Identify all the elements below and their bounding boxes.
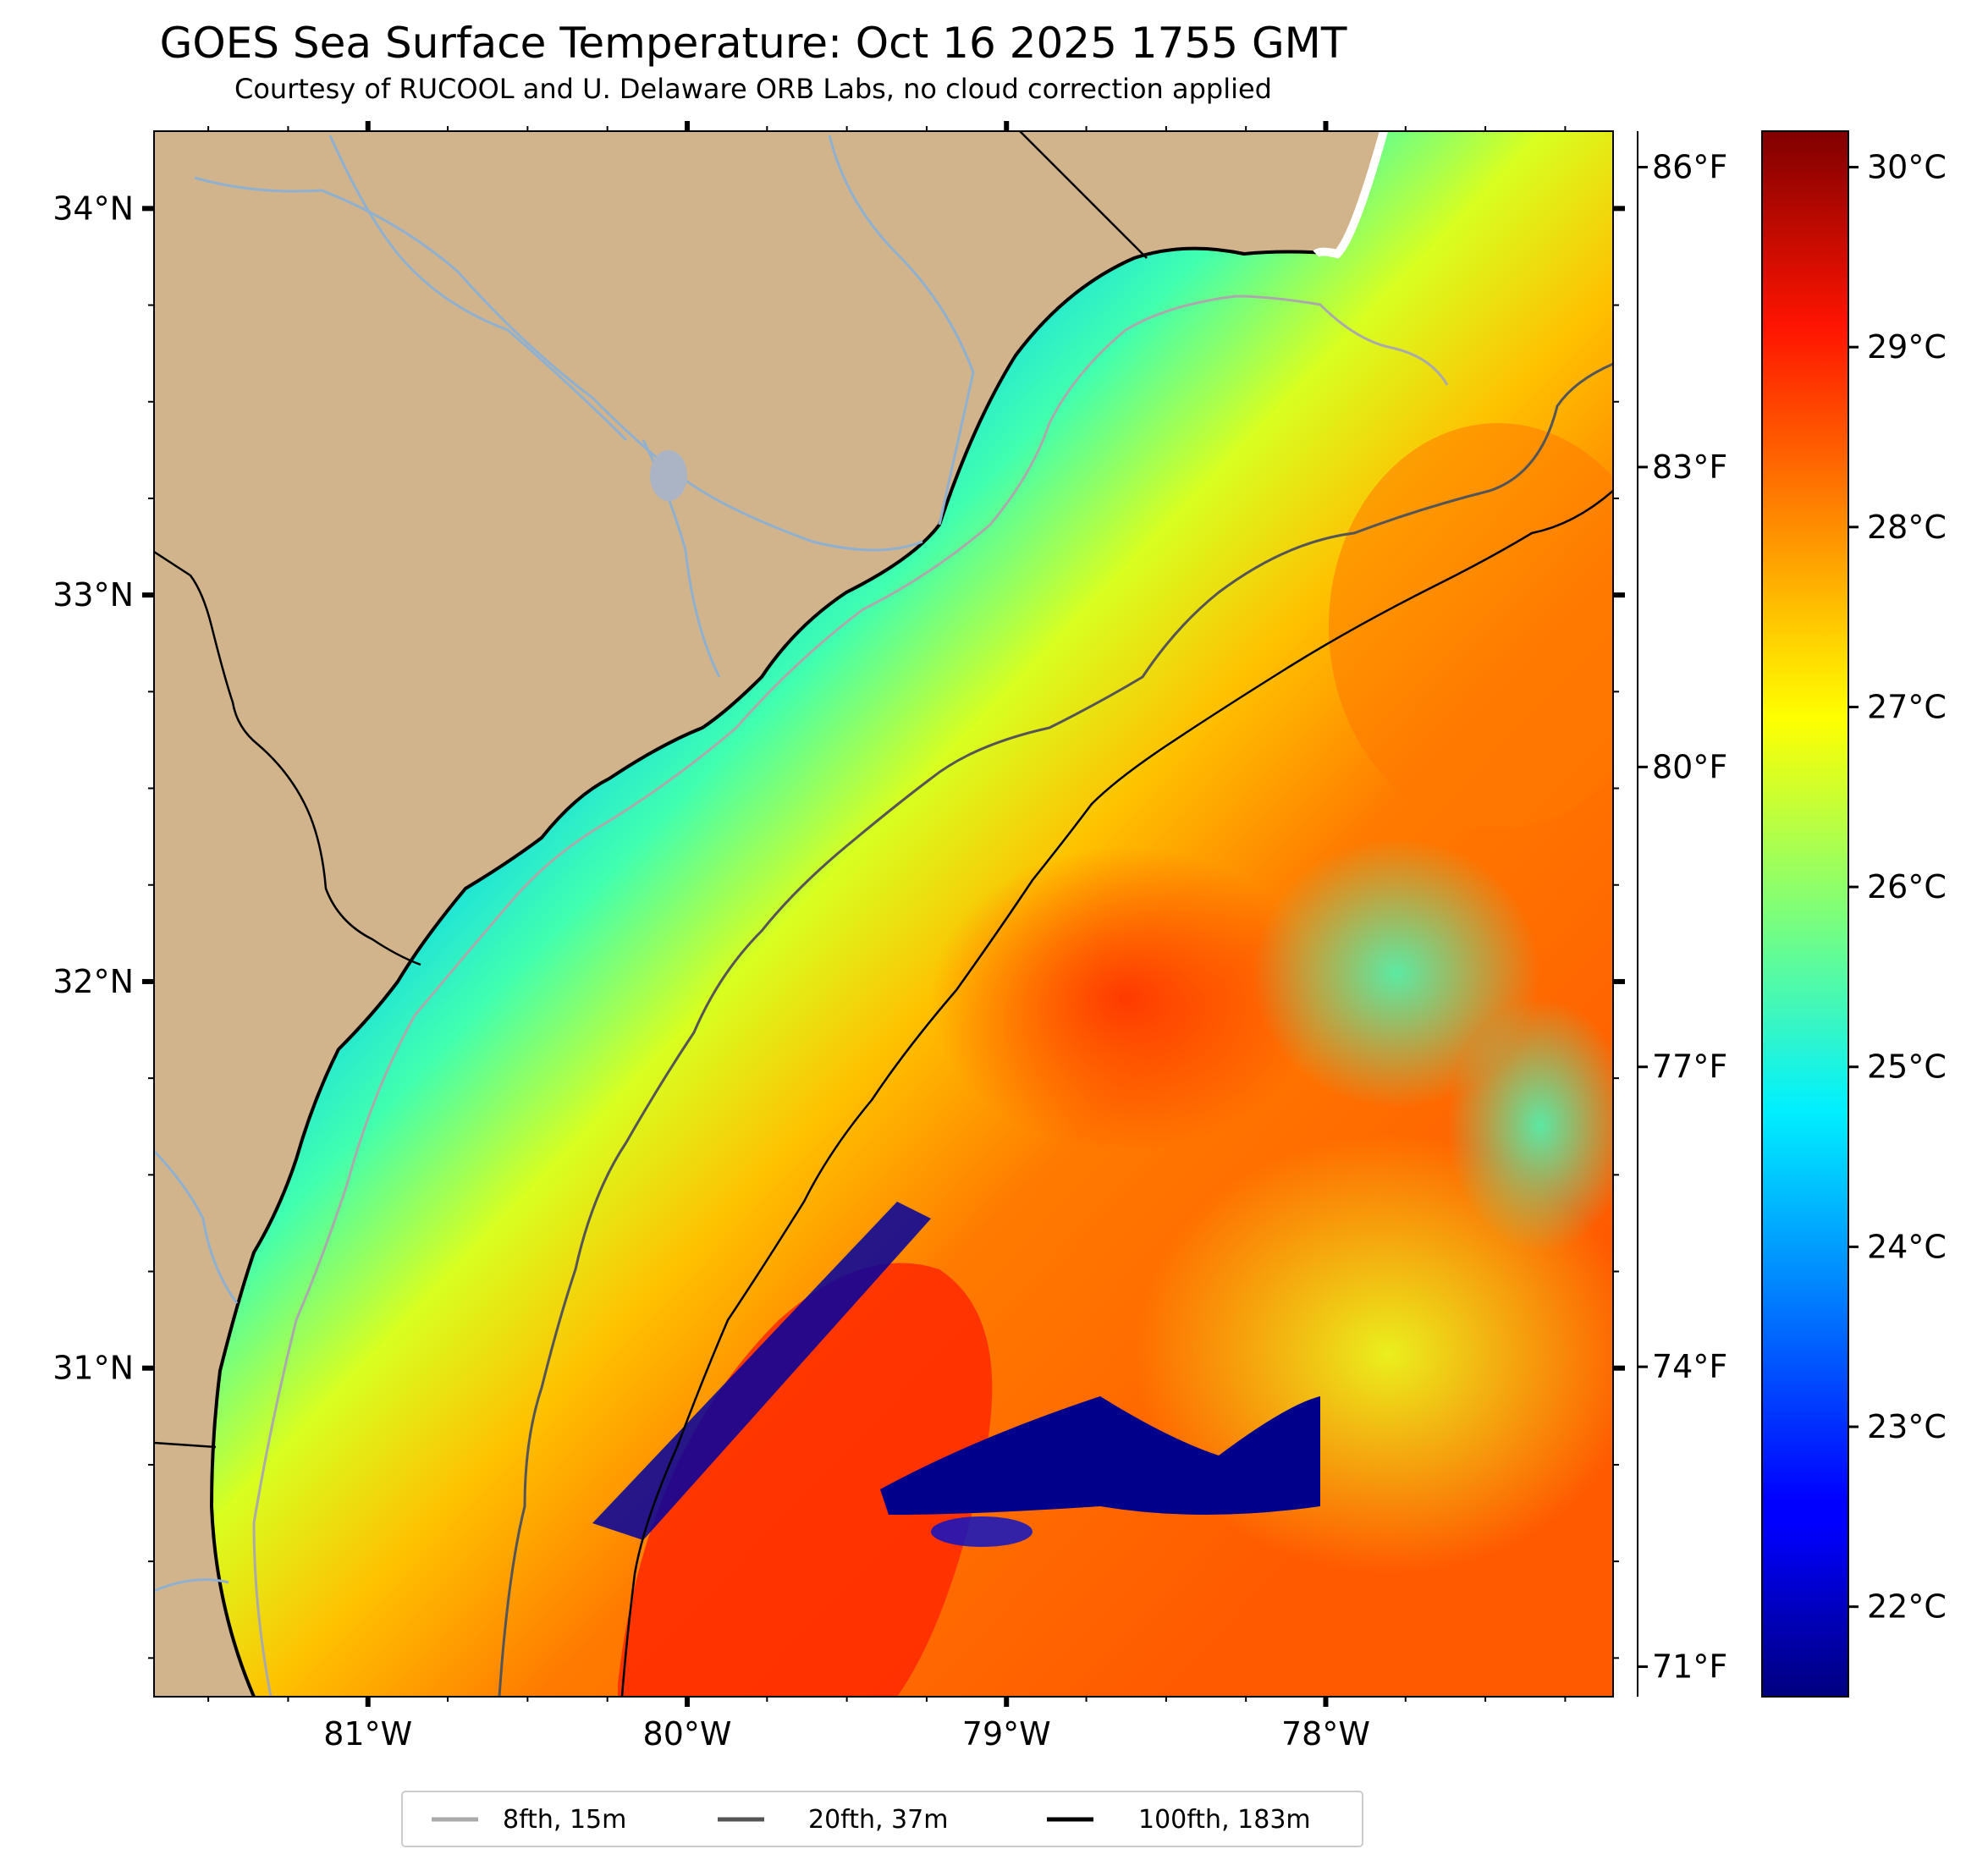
lon-tick-label: 79°W (962, 1715, 1051, 1753)
cold-streak-east (880, 1396, 1320, 1515)
celsius-tick-label: 30°C (1867, 149, 1947, 186)
legend-label-20fth: 20fth, 37m (808, 1805, 948, 1835)
celsius-tick-label: 23°C (1867, 1408, 1947, 1445)
nodata-coastal-strip (1313, 131, 1388, 259)
celsius-tick-label: 26°C (1867, 868, 1947, 905)
cold-streak-west (592, 1202, 931, 1540)
legend: 8fth, 15m 20fth, 37m 100fth, 183m (401, 1791, 1363, 1847)
map-ticks (142, 121, 1625, 1707)
lon-tick-label: 80°W (643, 1715, 732, 1753)
celsius-tick-label: 27°C (1867, 688, 1947, 725)
legend-box (401, 1791, 1363, 1847)
lake (650, 450, 687, 501)
cold-blob (931, 1516, 1033, 1547)
legend-label-100fth: 100fth, 183m (1138, 1805, 1311, 1835)
lat-tick-label: 34°N (52, 190, 134, 227)
contour-20fth (498, 362, 1613, 1697)
warm-filament-south (618, 1263, 993, 1697)
map-subtitle: Courtesy of RUCOOL and U. Delaware ORB L… (234, 73, 1272, 105)
celsius-tick-label: 22°C (1867, 1588, 1947, 1626)
fahrenheit-tick-label: 80°F (1652, 748, 1727, 785)
lat-tick-label: 31°N (52, 1350, 134, 1387)
fahrenheit-tick-label: 74°F (1652, 1348, 1727, 1385)
lon-tick-label: 78°W (1281, 1715, 1370, 1753)
fahrenheit-tick-label: 86°F (1652, 149, 1727, 186)
fahrenheit-axis: 86°F 83°F 80°F 77°F 74°F 71°F (1637, 131, 1727, 1697)
map-title: GOES Sea Surface Temperature: Oct 16 202… (159, 19, 1347, 68)
coastline (209, 168, 1373, 1697)
cool-patch-east (1253, 838, 1540, 1109)
state-borders (154, 131, 1148, 1449)
colorbar (1761, 130, 1849, 1698)
celsius-tick-label: 29°C (1867, 328, 1947, 366)
cool-patch-far-east (1447, 999, 1613, 1252)
land (154, 131, 1388, 1697)
celsius-tick-label: 24°C (1867, 1228, 1947, 1265)
contour-100fth (620, 490, 1613, 1697)
celsius-tick-label: 25°C (1867, 1048, 1947, 1086)
fahrenheit-tick-label: 71°F (1652, 1648, 1727, 1686)
warm-eddy (931, 846, 1320, 1151)
lon-tick-label: 81°W (323, 1715, 412, 1753)
celsius-tick-label: 28°C (1867, 509, 1947, 546)
contour-8fth (252, 294, 1449, 1697)
warm-region-east (1329, 423, 1613, 829)
lat-tick-label: 33°N (52, 576, 134, 614)
sst-map (154, 131, 1613, 1697)
celsius-axis: 30°C 29°C 28°C 27°C 26°C 25°C 24°C 23°C 22°C (1848, 149, 1947, 1626)
fahrenheit-tick-label: 83°F (1652, 448, 1727, 486)
fahrenheit-tick-label: 77°F (1652, 1048, 1727, 1086)
legend-label-8fth: 8fth, 15m (503, 1805, 626, 1835)
lat-tick-label: 32°N (52, 963, 134, 1000)
map-frame (153, 130, 1614, 1698)
